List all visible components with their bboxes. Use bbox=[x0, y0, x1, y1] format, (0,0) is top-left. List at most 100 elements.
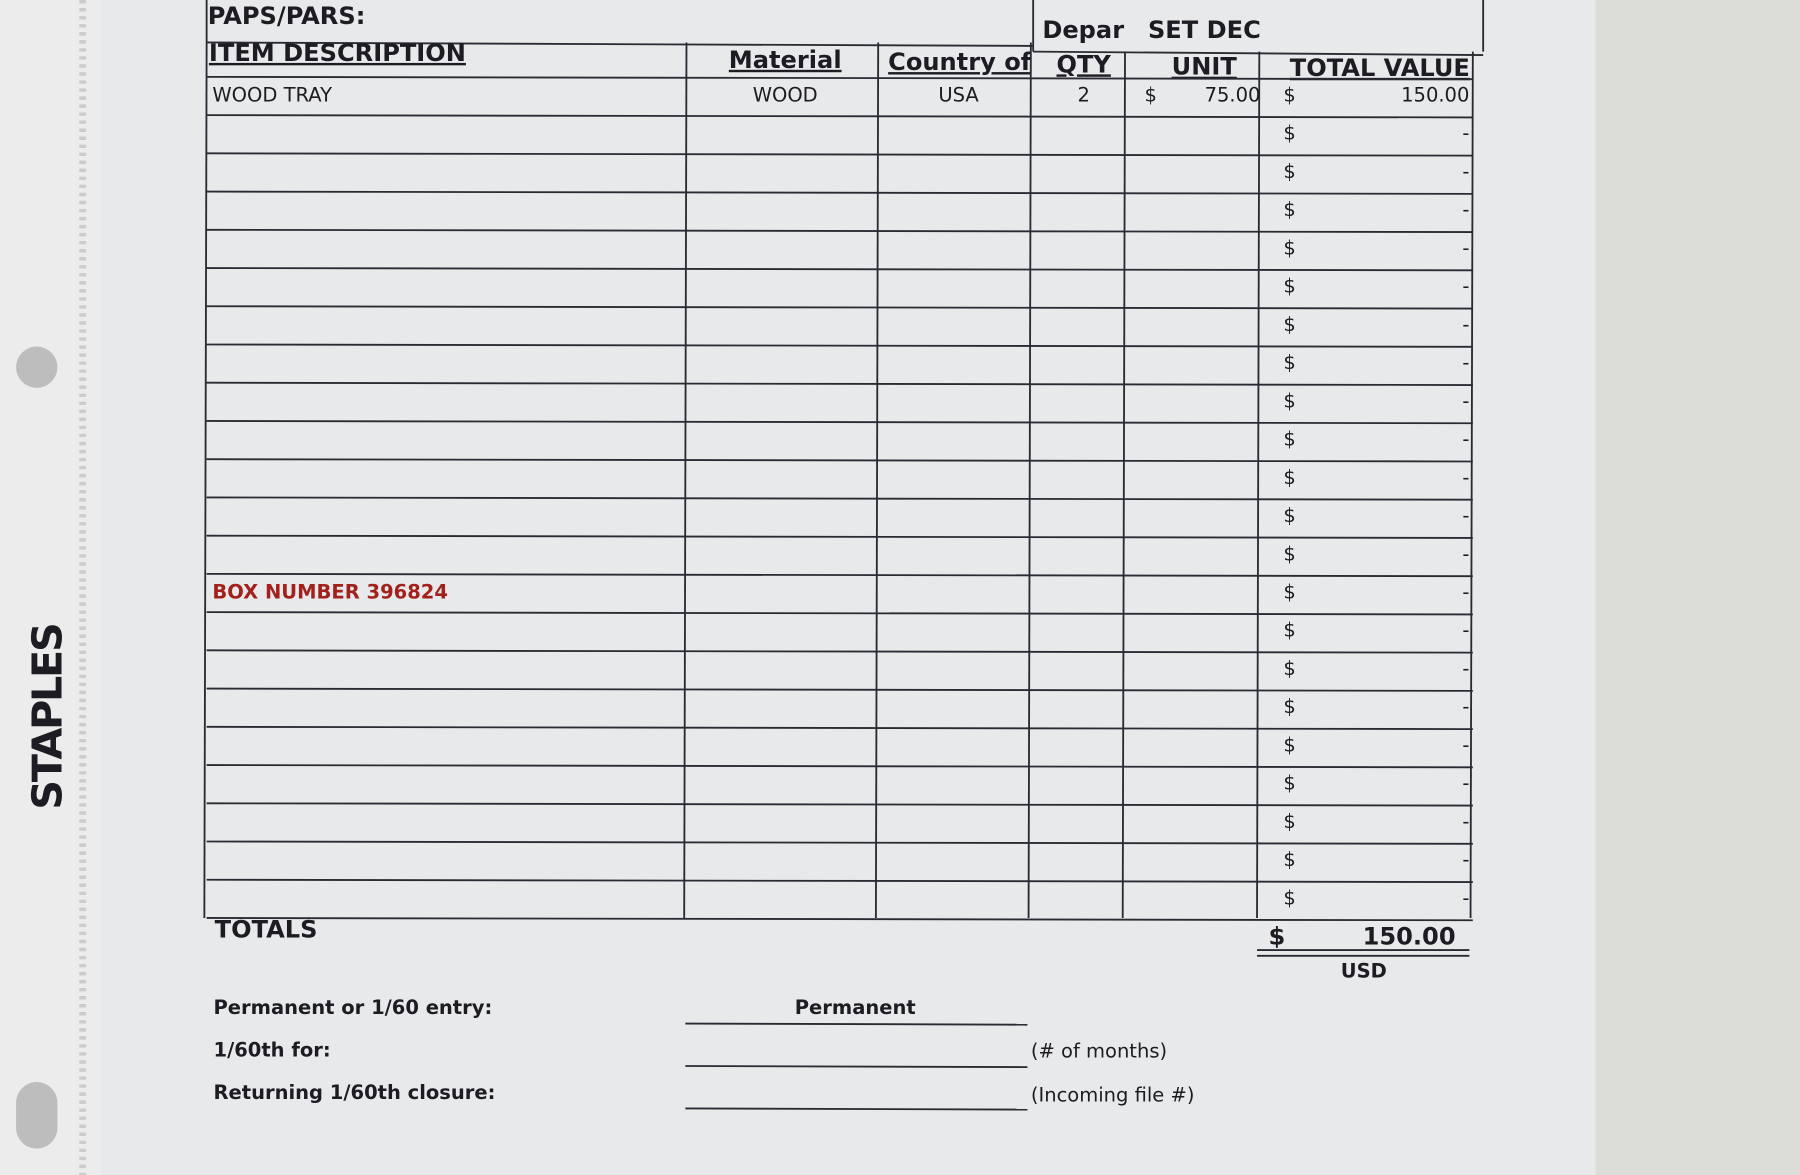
column-rule bbox=[874, 42, 880, 918]
total-value: - bbox=[1462, 198, 1469, 221]
row-rule bbox=[206, 228, 1473, 234]
row-rule bbox=[206, 840, 1473, 845]
currency: $ bbox=[1283, 657, 1295, 680]
currency: $ bbox=[1283, 619, 1295, 642]
column-header: QTY bbox=[1056, 50, 1111, 78]
fill-line bbox=[685, 1065, 1028, 1069]
currency: $ bbox=[1283, 466, 1295, 489]
row-rule bbox=[206, 496, 1473, 501]
row-rule bbox=[206, 649, 1473, 654]
item-description: WOOD TRAY bbox=[212, 83, 332, 106]
total-value: - bbox=[1462, 542, 1469, 565]
item-description: BOX NUMBER 396824 bbox=[212, 581, 448, 604]
row-rule bbox=[206, 420, 1473, 425]
currency: $ bbox=[1145, 83, 1157, 106]
footer-label: Returning 1/60th closure: bbox=[214, 1081, 496, 1104]
total-value: - bbox=[1462, 619, 1469, 642]
total-value: - bbox=[1462, 772, 1469, 795]
total-value: - bbox=[1462, 695, 1469, 718]
total-value: - bbox=[1462, 428, 1469, 451]
currency: $ bbox=[1283, 733, 1295, 756]
column-rule bbox=[1027, 42, 1032, 918]
column-rule bbox=[203, 42, 208, 918]
column-header: TOTAL VALUE bbox=[1290, 54, 1470, 82]
quantity: 2 bbox=[1077, 83, 1089, 106]
material: WOOD bbox=[753, 83, 818, 106]
row-rule bbox=[206, 725, 1473, 731]
column-rule bbox=[1121, 51, 1126, 918]
currency: $ bbox=[1283, 389, 1295, 412]
row-rule bbox=[206, 343, 1473, 348]
currency: $ bbox=[1283, 236, 1295, 259]
total-value: - bbox=[1462, 504, 1469, 527]
total-value: - bbox=[1462, 581, 1469, 604]
currency: $ bbox=[1283, 848, 1295, 871]
table: WOOD TRAY WOOD USA 2 $75.00 $150.00 $ - $ - $ - $ - $ -… bbox=[203, 42, 1474, 922]
totals-label: TOTALS bbox=[215, 916, 318, 944]
punch-hole bbox=[16, 346, 58, 388]
row-rule bbox=[206, 878, 1473, 883]
total-value: - bbox=[1462, 848, 1469, 871]
row-rule bbox=[206, 267, 1473, 272]
total-value: - bbox=[1462, 466, 1469, 489]
column-rule bbox=[683, 42, 688, 918]
currency: $ bbox=[1283, 160, 1295, 183]
row-rule bbox=[206, 764, 1473, 769]
column-rule bbox=[1469, 51, 1474, 918]
border bbox=[206, 41, 1034, 47]
total-value: - bbox=[1462, 351, 1469, 374]
total-value: - bbox=[1462, 886, 1469, 909]
column-header: Country of bbox=[888, 48, 1032, 76]
row-rule bbox=[206, 687, 1473, 692]
row-rule bbox=[206, 611, 1473, 616]
currency: $ bbox=[1283, 275, 1295, 298]
row-rule bbox=[206, 572, 1473, 578]
footer-value: Permanent bbox=[795, 996, 916, 1019]
currency: $ bbox=[1283, 504, 1295, 527]
column-header: Material bbox=[729, 46, 842, 74]
fill-line bbox=[685, 1022, 1028, 1026]
form-title: PAPS/PARS: bbox=[208, 2, 366, 30]
total-value: - bbox=[1462, 810, 1469, 833]
currency: $ bbox=[1283, 886, 1295, 909]
row-rule bbox=[206, 458, 1473, 463]
department-label: Depar bbox=[1042, 16, 1124, 44]
footer-label: Permanent or 1/60 entry: bbox=[214, 996, 493, 1019]
currency: $ bbox=[1283, 581, 1295, 604]
total-value: - bbox=[1462, 733, 1469, 756]
currency: $ bbox=[1283, 313, 1295, 336]
border bbox=[1033, 50, 1484, 56]
currency: $ bbox=[1283, 428, 1295, 451]
currency: $ bbox=[1283, 542, 1295, 565]
total-value: 150.00 bbox=[1401, 83, 1469, 106]
totals-unit: USD bbox=[1341, 959, 1387, 982]
fill-line bbox=[685, 1107, 1028, 1111]
department-value: SET DEC bbox=[1148, 16, 1261, 44]
totals-value: 150.00 bbox=[1363, 922, 1456, 950]
row-rule bbox=[206, 75, 1473, 81]
paper bbox=[101, 0, 1596, 1175]
total-value: - bbox=[1462, 275, 1469, 298]
column-rule bbox=[1256, 51, 1261, 918]
currency: $ bbox=[1283, 83, 1295, 106]
currency: $ bbox=[1283, 198, 1295, 221]
total-value: - bbox=[1462, 313, 1469, 336]
row-rule bbox=[206, 190, 1473, 195]
row-rule bbox=[206, 381, 1473, 386]
footer-hint: (Incoming file #) bbox=[1031, 1083, 1195, 1106]
total-value: - bbox=[1462, 236, 1469, 259]
currency: $ bbox=[1283, 351, 1295, 374]
total-value: - bbox=[1462, 657, 1469, 680]
row-rule bbox=[206, 305, 1473, 310]
total-value: - bbox=[1462, 122, 1469, 145]
currency: $ bbox=[1283, 122, 1295, 145]
row-rule bbox=[206, 917, 1473, 922]
row-rule bbox=[206, 152, 1473, 157]
total-value: - bbox=[1462, 389, 1469, 412]
country: USA bbox=[938, 83, 979, 106]
column-header: ITEM DESCRIPTION bbox=[209, 39, 466, 67]
footer-hint: (# of months) bbox=[1031, 1040, 1167, 1063]
currency: $ bbox=[1283, 810, 1295, 833]
currency: $ bbox=[1283, 772, 1295, 795]
